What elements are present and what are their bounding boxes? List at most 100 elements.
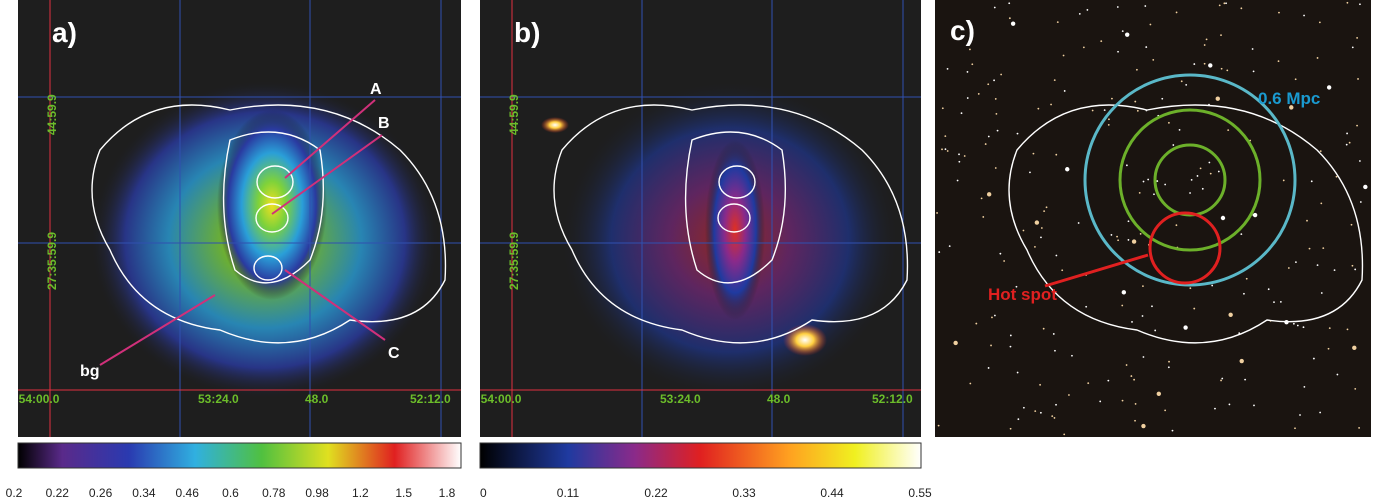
star — [1157, 392, 1161, 396]
star — [1139, 192, 1141, 194]
star — [1010, 428, 1012, 430]
star — [1040, 412, 1042, 414]
star — [1040, 236, 1042, 238]
star — [1328, 348, 1330, 350]
star — [1117, 6, 1119, 8]
star — [1061, 269, 1063, 271]
star — [1181, 80, 1183, 82]
star — [1063, 433, 1065, 435]
star — [1010, 346, 1012, 348]
star — [1306, 220, 1308, 222]
star — [1179, 129, 1181, 131]
star — [1354, 388, 1356, 390]
star — [1321, 292, 1323, 294]
panel-c: c) 0.6 Mpc Hot spot — [935, 0, 1371, 437]
ra-label: 53:24.0 — [660, 392, 701, 406]
star — [1229, 404, 1231, 406]
star — [1273, 301, 1275, 303]
colorbar-tick-label: 0.22 — [644, 486, 668, 500]
star — [1046, 206, 1048, 208]
star — [1104, 109, 1106, 111]
star — [944, 135, 946, 137]
star — [1140, 233, 1142, 235]
star — [1351, 224, 1353, 226]
star — [1252, 48, 1254, 50]
star — [1352, 346, 1356, 350]
star — [1143, 356, 1145, 358]
star — [982, 216, 984, 218]
star — [1317, 57, 1319, 59]
dec-label: 44:59.9 — [507, 94, 521, 135]
star — [1035, 220, 1039, 224]
star — [1360, 201, 1362, 203]
star — [1221, 216, 1225, 220]
star — [1278, 60, 1280, 62]
colorbar-tick-label: 0.44 — [820, 486, 844, 500]
star — [936, 212, 938, 214]
star — [967, 97, 969, 99]
star — [1193, 63, 1195, 65]
star — [1268, 288, 1270, 290]
star — [1356, 125, 1358, 127]
panel-a: a) A B C bg 44:59.9 27:35:59.9 3:54:00.0… — [8, 0, 461, 437]
star — [1050, 104, 1052, 106]
star — [1223, 2, 1225, 4]
star — [961, 112, 963, 114]
star — [1352, 47, 1354, 49]
star — [993, 79, 995, 81]
star — [985, 143, 987, 145]
star — [1359, 3, 1361, 5]
star — [1144, 5, 1146, 7]
star — [1017, 418, 1019, 420]
star — [1329, 327, 1331, 329]
star — [1033, 153, 1035, 155]
star — [1086, 9, 1088, 11]
annotation: 0.6 Mpc — [1258, 89, 1320, 108]
star — [988, 367, 990, 369]
annotation: bg — [80, 363, 100, 380]
star — [1297, 325, 1299, 327]
star — [995, 167, 997, 169]
star — [1253, 405, 1255, 407]
colorbar-tick-label: 0 — [480, 486, 487, 500]
star — [1164, 184, 1166, 186]
star — [1206, 38, 1208, 40]
star — [1243, 293, 1245, 295]
star — [1220, 34, 1222, 36]
star — [1319, 22, 1321, 24]
star — [1303, 326, 1305, 328]
star — [1322, 247, 1324, 249]
star — [1125, 32, 1129, 36]
star — [1168, 122, 1170, 124]
star — [1085, 306, 1087, 308]
star — [1189, 192, 1191, 194]
star — [1130, 375, 1132, 377]
star — [987, 192, 991, 196]
star — [1121, 305, 1123, 307]
star — [1346, 144, 1348, 146]
star — [1240, 233, 1242, 235]
star — [1176, 224, 1178, 226]
panel-label: a) — [52, 17, 77, 48]
dec-label: 27:35:59.9 — [507, 232, 521, 290]
star — [1346, 133, 1348, 135]
star — [1288, 267, 1290, 269]
star — [1117, 239, 1119, 241]
dec-label: 27:35:59.9 — [45, 232, 59, 290]
star — [978, 93, 980, 95]
star — [1193, 308, 1195, 310]
star — [1211, 285, 1213, 287]
star — [1161, 98, 1163, 100]
star — [1278, 12, 1280, 14]
star — [1053, 333, 1055, 335]
annotation: A — [370, 81, 382, 98]
star — [1240, 359, 1244, 363]
ra-label: 53:24.0 — [198, 392, 239, 406]
star — [1145, 46, 1147, 48]
star — [947, 150, 949, 152]
star — [941, 148, 943, 150]
star — [1152, 59, 1154, 61]
star — [1309, 248, 1311, 250]
star — [1010, 335, 1012, 337]
star — [1147, 179, 1149, 181]
